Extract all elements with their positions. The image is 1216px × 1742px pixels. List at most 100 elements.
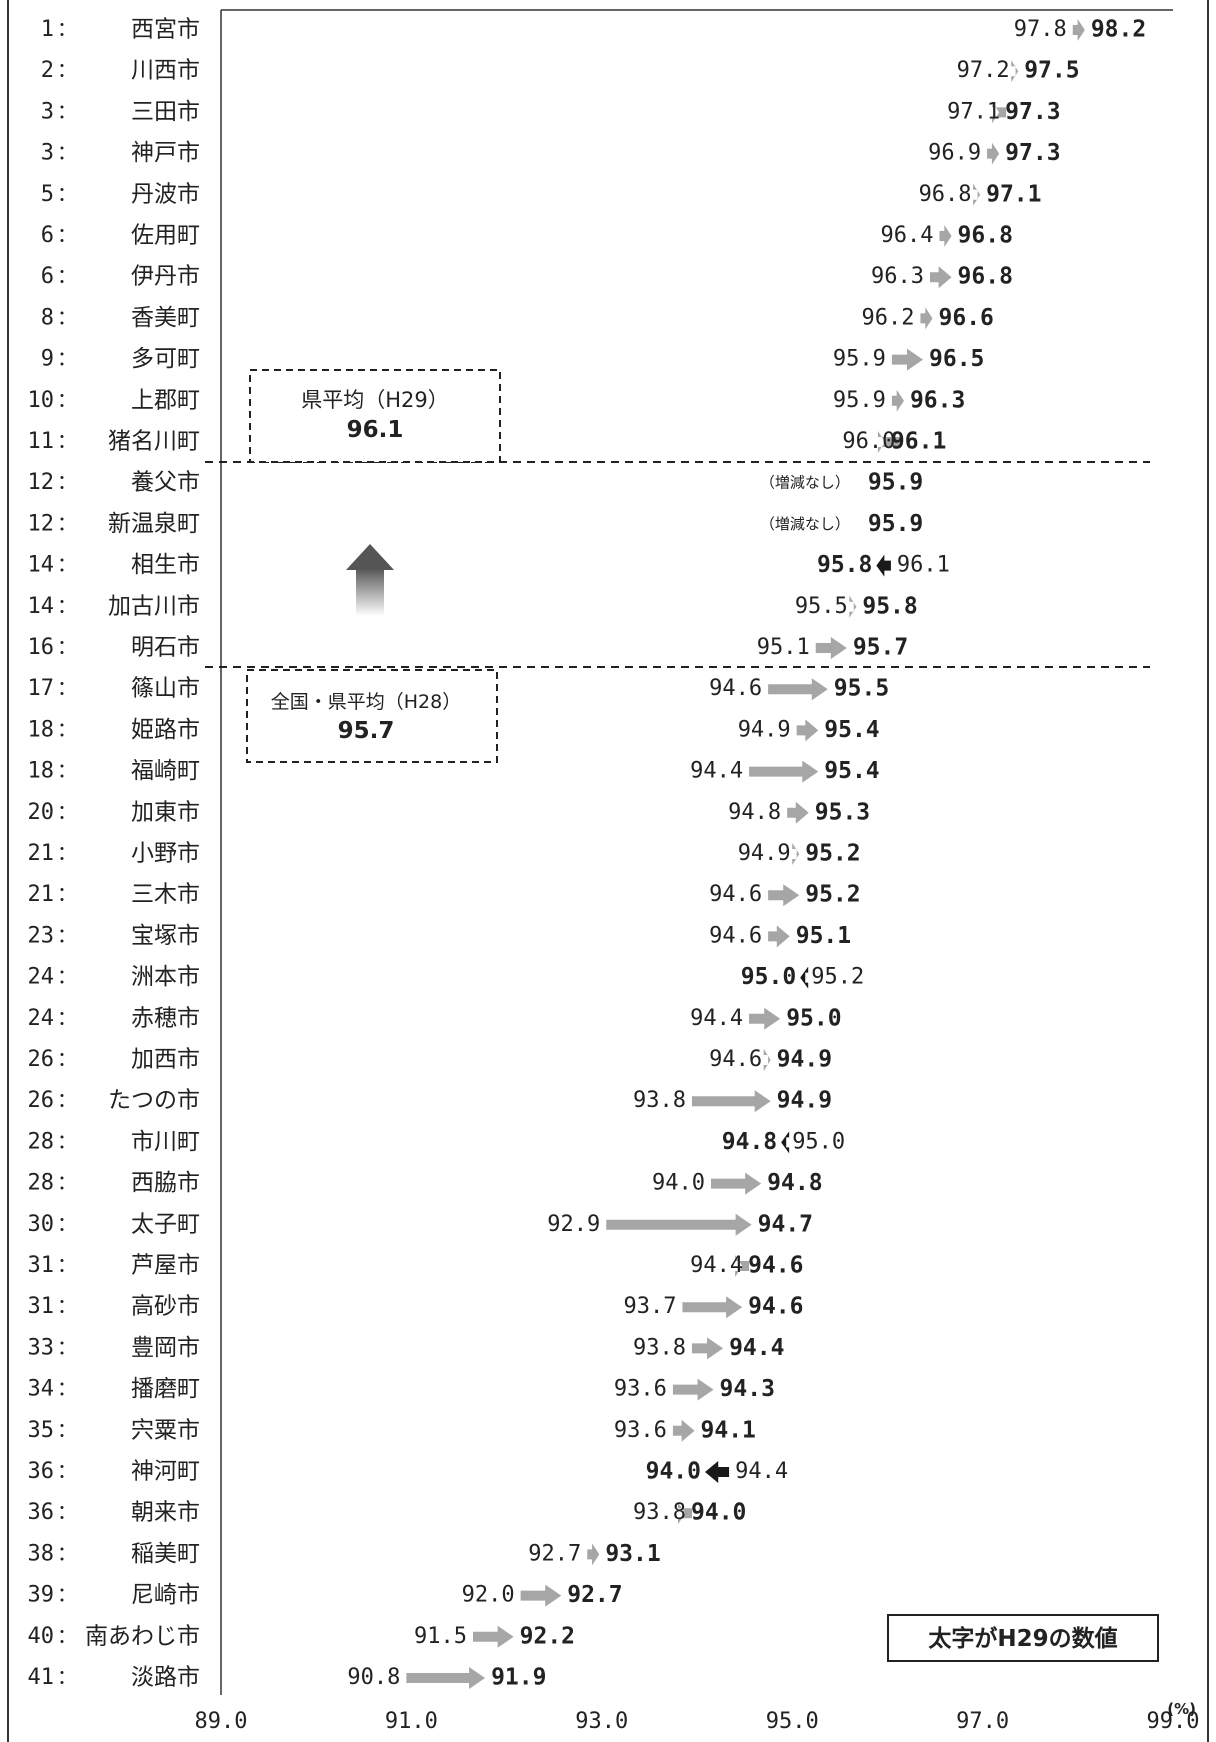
rank-colon: ： <box>57 346 77 370</box>
rank-colon: ： <box>57 1417 77 1441</box>
value-h28: 94.4 <box>690 1006 743 1031</box>
value-h28: 96.4 <box>880 223 933 248</box>
value-h28: 94.8 <box>728 800 781 825</box>
rank-label: 6 <box>41 264 54 289</box>
increase-arrow <box>1072 19 1085 41</box>
value-h29: 94.8 <box>722 1129 777 1155</box>
decrease-arrow <box>705 1461 730 1483</box>
increase-arrow <box>763 1049 771 1071</box>
rank-colon: ： <box>57 1376 77 1400</box>
value-h29: 94.1 <box>701 1417 756 1443</box>
rank-colon: ： <box>57 552 77 576</box>
value-h29: 95.0 <box>786 1005 841 1031</box>
rank-label: 3 <box>41 99 54 124</box>
municipality-name: 豊岡市 <box>131 1335 200 1361</box>
rank-colon: ： <box>57 305 77 329</box>
rank-label: 14 <box>28 553 55 578</box>
value-h29: 96.3 <box>910 387 965 413</box>
rank-label: 28 <box>28 1171 55 1196</box>
rank-colon: ： <box>57 1170 77 1194</box>
value-h29: 97.1 <box>986 181 1041 207</box>
rank-colon: ： <box>57 1665 77 1689</box>
municipality-name: 西宮市 <box>131 17 200 43</box>
municipality-name: 篠山市 <box>131 676 200 702</box>
municipality-name: 宍粟市 <box>131 1417 200 1443</box>
plot-area <box>220 9 1173 1695</box>
municipality-name: 神戸市 <box>131 140 200 166</box>
municipality-name: 淡路市 <box>131 1665 200 1691</box>
rank-label: 40 <box>28 1624 55 1649</box>
increase-arrow <box>682 1296 743 1319</box>
municipality-name: 赤穂市 <box>131 1005 200 1031</box>
rank-colon: ： <box>57 1211 77 1235</box>
rank-colon: ： <box>57 593 77 617</box>
value-h28: 92.9 <box>547 1212 600 1237</box>
reference-box-h29-label: 県平均（H29） <box>301 388 449 412</box>
increase-arrow <box>891 348 923 371</box>
rank-colon: ： <box>57 1500 77 1524</box>
value-h28: 96.9 <box>928 141 981 166</box>
rank-label: 9 <box>41 347 54 372</box>
value-h29: 94.0 <box>691 1500 746 1526</box>
rank-label: 24 <box>28 965 55 990</box>
value-h29: 97.5 <box>1024 58 1079 84</box>
increase-arrow <box>849 595 857 618</box>
row-labels: 1：西宮市2：川西市3：三田市3：神戸市5：丹波市6：佐用町6：伊丹市8：香美町… <box>28 17 201 1691</box>
rank-colon: ： <box>57 58 77 82</box>
increase-arrow <box>520 1584 562 1607</box>
rank-colon: ： <box>57 1335 77 1359</box>
municipality-name: 西脇市 <box>131 1170 200 1196</box>
rank-label: 24 <box>28 1006 55 1031</box>
increase-arrow <box>768 884 800 907</box>
rank-label: 12 <box>28 511 55 536</box>
municipality-name: 加東市 <box>131 799 200 825</box>
increase-arrow <box>815 637 847 659</box>
municipality-name: 多可町 <box>131 346 200 372</box>
value-h28: 95.2 <box>811 965 864 990</box>
value-h28: 95.9 <box>833 388 886 413</box>
rank-label: 26 <box>28 1088 55 1113</box>
municipality-name: 三木市 <box>131 882 200 908</box>
decrease-arrow <box>800 966 809 989</box>
value-h29: 96.8 <box>958 223 1013 249</box>
value-h28: 96.2 <box>861 305 914 330</box>
value-h28: 94.4 <box>690 1253 743 1278</box>
municipality-name: 高砂市 <box>131 1294 200 1320</box>
value-h29: 93.1 <box>605 1541 660 1567</box>
rank-colon: ： <box>57 140 77 164</box>
increase-arrow <box>939 225 952 247</box>
value-h29: 94.3 <box>720 1376 775 1402</box>
rank-label: 36 <box>28 1459 55 1484</box>
value-h28: 92.0 <box>462 1583 515 1608</box>
x-tick-label: 91.0 <box>385 1709 438 1734</box>
value-h29: 95.0 <box>741 964 796 990</box>
rank-colon: ： <box>57 841 77 865</box>
rank-label: 6 <box>41 223 54 248</box>
value-h28: 95.0 <box>792 1129 845 1154</box>
rank-colon: ： <box>57 717 77 741</box>
rank-label: 14 <box>28 594 55 619</box>
value-h29: 94.4 <box>729 1335 784 1361</box>
increase-arrow <box>406 1667 486 1689</box>
value-h29: 91.9 <box>491 1665 546 1691</box>
rank-colon: ： <box>57 1541 77 1565</box>
value-h29: 94.9 <box>777 1047 832 1073</box>
municipality-name: 姫路市 <box>131 717 200 743</box>
municipality-name: 加西市 <box>131 1047 200 1073</box>
value-h28: 93.6 <box>614 1418 667 1443</box>
rank-label: 8 <box>41 305 54 330</box>
no-change-label: （増減なし） <box>760 474 850 492</box>
rank-label: 41 <box>28 1665 55 1690</box>
municipality-name: 小野市 <box>131 841 200 867</box>
rank-label: 5 <box>41 182 54 207</box>
municipality-name: 佐用町 <box>131 223 200 249</box>
rank-colon: ： <box>57 882 77 906</box>
rank-colon: ： <box>57 181 77 205</box>
value-h28: 94.6 <box>709 923 762 948</box>
rank-colon: ： <box>57 1005 77 1029</box>
rank-colon: ： <box>57 964 77 988</box>
value-h28: 93.8 <box>633 1088 686 1113</box>
increase-arrow <box>1011 60 1019 83</box>
value-h29: 98.2 <box>1091 17 1146 43</box>
